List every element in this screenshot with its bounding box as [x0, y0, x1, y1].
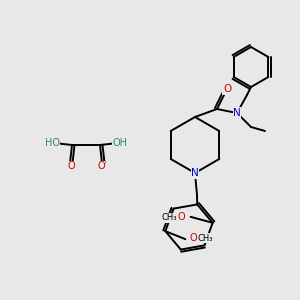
Text: CH₃: CH₃ [162, 213, 177, 222]
Text: O: O [178, 212, 185, 222]
Text: CH₃: CH₃ [198, 234, 213, 243]
Text: O: O [223, 84, 231, 94]
Text: O: O [67, 161, 75, 171]
Text: N: N [191, 168, 199, 178]
Text: OH: OH [112, 138, 128, 148]
Text: HO: HO [44, 138, 59, 148]
Text: N: N [233, 108, 241, 118]
Text: O: O [190, 233, 197, 243]
Text: O: O [97, 161, 105, 171]
